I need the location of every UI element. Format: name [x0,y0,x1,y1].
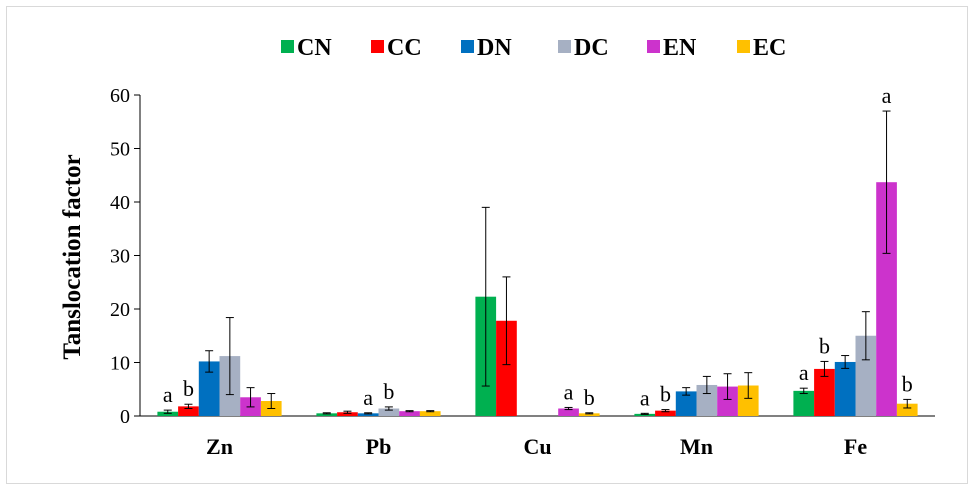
bar-DC-Pb [378,408,400,416]
bar-EC-Cu [578,413,600,416]
y-tick-label: 0 [120,406,130,428]
bar-CC-Mn [655,410,676,416]
significance-label: b [902,371,913,396]
x-category-label: Zn [206,434,233,459]
y-tick-label: 60 [110,85,130,107]
significance-label: a [640,385,650,410]
y-tick-label: 50 [110,139,130,161]
y-tick-label: 30 [110,246,130,268]
y-tick-label: 40 [110,192,130,214]
significance-label: b [584,385,595,410]
legend-swatch-CN [281,40,294,53]
bar-CN-Pb [316,413,338,416]
bar-EN-Fe [876,182,897,416]
y-tick-label: 20 [110,299,130,321]
significance-label: a [163,382,173,407]
bar-DN-Fe [834,361,856,416]
legend-swatch-EN [647,40,660,53]
bar-DC-Mn [696,384,718,416]
bar-CC-Fe [814,368,835,416]
legend-swatch-EC [737,40,750,53]
bar-EC-Fe [896,403,918,416]
significance-label: a [882,83,892,108]
legend-swatch-DN [461,40,474,53]
y-axis-label: Tanslocation factor [59,154,86,359]
x-axis: Zn Pb Cu Mn Fe [140,415,935,459]
bar-CN-Zn [157,411,179,416]
y-axis: 0 10 20 30 40 50 60 [110,85,141,428]
significance-label: a [564,379,574,404]
legend-swatch-DC [558,40,571,53]
bar-CN-Mn [634,413,656,416]
significance-label: b [383,379,394,404]
bar-EC-Pb [419,411,441,416]
bar-CN-Fe [793,390,815,416]
bar-EN-Cu [558,408,579,416]
legend-label-DN: DN [477,35,512,61]
significance-label: b [660,382,671,407]
x-category-label: Fe [844,434,867,459]
significance-label: a [363,385,373,410]
bar-DN-Zn [198,361,220,416]
legend-label-DC: DC [574,35,609,61]
bar-EC-Mn [737,385,759,416]
bar-DN-Pb [357,413,379,416]
significance-label: b [183,376,194,401]
bar-CC-Cu [496,320,517,416]
legend-label-EN: EN [663,35,697,61]
x-category-label: Mn [680,434,713,459]
bar-CC-Pb [337,412,358,416]
legend-label-CN: CN [297,35,332,61]
legend-swatch-CC [371,40,384,53]
legend: CN CC DN DC EN EC [281,35,786,61]
y-tick-label: 10 [110,353,130,375]
x-category-label: Pb [366,434,392,459]
bar-DC-Fe [855,335,877,416]
x-category-label: Cu [523,434,551,459]
bar-CC-Zn [178,406,199,416]
bar-EN-Mn [717,386,738,416]
significance-label: b [819,333,830,358]
bar-EN-Pb [399,411,420,416]
bar-DN-Mn [675,391,697,416]
legend-label-CC: CC [387,35,422,61]
significance-label: a [799,360,809,385]
legend-label-EC: EC [753,35,786,61]
